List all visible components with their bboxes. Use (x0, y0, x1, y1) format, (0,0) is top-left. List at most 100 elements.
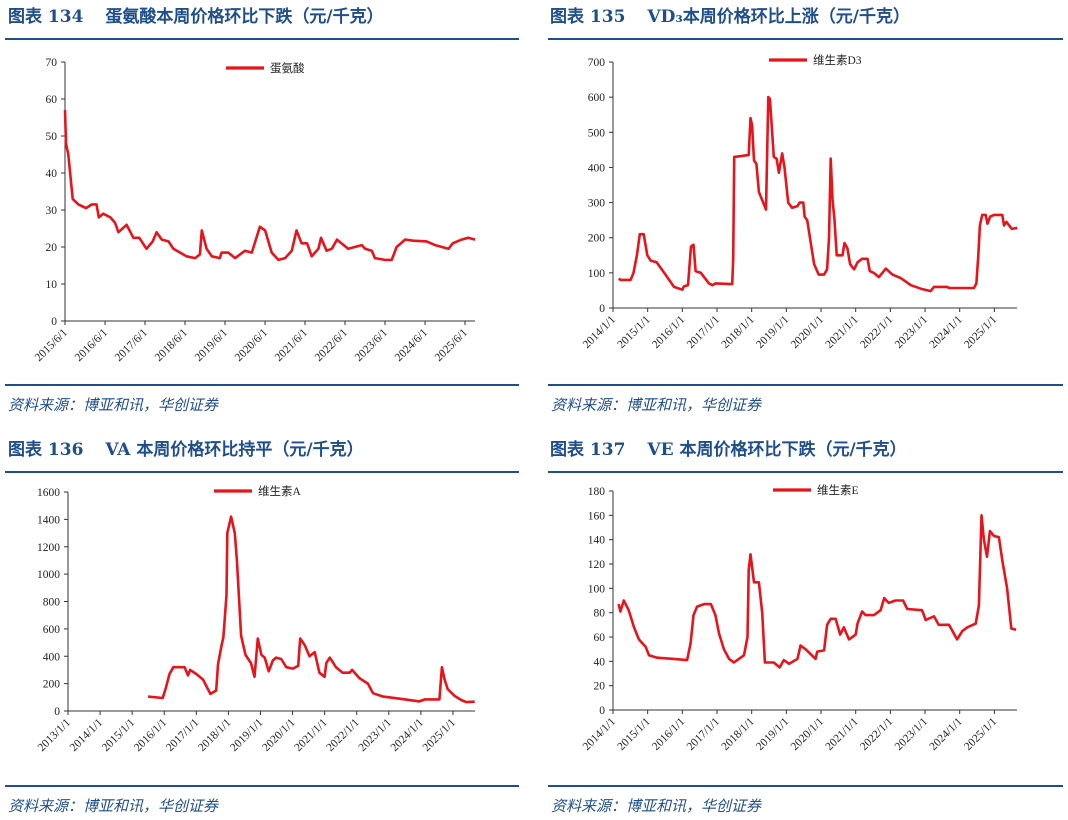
legend: 蛋氨酸 (226, 61, 305, 75)
y-tick-label: 400 (43, 651, 61, 663)
legend-label: 维生素D3 (813, 53, 862, 67)
y-tick-label: 600 (43, 624, 61, 636)
source-note: 资料来源：博亚和讯，华创证券 (551, 797, 762, 815)
x-tick-label: 2016/1/1 (650, 715, 688, 753)
series-line-维生素D3 (618, 95, 1018, 293)
x-tick-label: 2019/1/1 (754, 313, 792, 351)
y-tick-label: 20 (594, 681, 606, 693)
legend: 维生素D3 (769, 53, 862, 67)
x-tick-label: 2023/1/1 (357, 716, 395, 754)
x-tick-label: 2025/1/1 (962, 715, 1000, 753)
legend-label: 维生素A (258, 484, 301, 498)
x-tick-label: 2022/6/1 (313, 326, 351, 364)
x-tick-label: 2015/1/1 (615, 715, 653, 753)
x-tick-label: 2025/1/1 (421, 716, 459, 754)
chart-heading: VD₃本周价格环比上涨（元/千克） (647, 7, 910, 27)
x-tick-label: 2017/1/1 (685, 715, 723, 753)
x-tick-label: 2019/6/1 (193, 326, 231, 364)
y-tick-label: 0 (599, 705, 605, 717)
y-tick-label: 120 (588, 559, 606, 571)
y-tick-label: 800 (43, 597, 61, 609)
x-tick-label: 2014/1/1 (68, 716, 106, 754)
y-tick-label: 200 (43, 679, 61, 691)
title-divider (5, 38, 519, 40)
chart-heading: VA 本周价格环比持平（元/千克） (105, 440, 364, 460)
x-tick-label: 2025/6/1 (433, 326, 471, 364)
y-tick-label: 300 (588, 198, 606, 210)
title-divider (548, 38, 1063, 40)
x-tick-label: 2023/6/1 (353, 326, 391, 364)
y-tick-label: 50 (46, 131, 58, 143)
x-tick-label: 2017/1/1 (685, 313, 723, 351)
y-tick-label: 100 (588, 583, 606, 595)
x-tick-label: 2017/1/1 (164, 716, 202, 754)
y-tick-label: 70 (46, 57, 58, 69)
legend-label: 蛋氨酸 (270, 61, 305, 75)
x-tick-label: 2015/6/1 (33, 326, 71, 364)
y-tick-label: 1200 (37, 542, 60, 554)
x-tick-label: 2020/6/1 (233, 326, 271, 364)
x-tick-label: 2023/1/1 (893, 313, 931, 351)
legend: 维生素E (773, 483, 859, 497)
x-tick-label: 2016/1/1 (132, 716, 170, 754)
y-tick-label: 700 (588, 57, 606, 69)
chart-heading: VE 本周价格环比下跌（元/千克） (647, 440, 907, 460)
source-note: 资料来源：博亚和讯，华创证券 (8, 797, 219, 815)
x-tick-label: 2020/1/1 (789, 313, 827, 351)
source-divider (5, 384, 519, 386)
x-tick-label: 2024/1/1 (389, 716, 427, 754)
y-tick-label: 180 (588, 486, 606, 498)
x-tick-label: 2024/1/1 (927, 715, 965, 753)
y-tick-label: 0 (599, 303, 605, 315)
x-tick-label: 2014/1/1 (581, 313, 619, 351)
chart-134-title: 图表 134 蛋氨酸本周价格环比下跌（元/千克） (8, 7, 384, 27)
x-tick-label: 2021/1/1 (823, 313, 861, 351)
chart-2: 020040060080010001200140016002013/1/1201… (36, 484, 475, 754)
chart-136-title: 图表 136 VA 本周价格环比持平（元/千克） (8, 440, 364, 460)
y-tick-label: 200 (588, 233, 606, 245)
series-line-维生素E (617, 514, 1017, 669)
y-tick-label: 400 (588, 162, 606, 174)
x-tick-label: 2019/1/1 (228, 716, 266, 754)
x-tick-label: 2022/1/1 (324, 716, 362, 754)
y-tick-label: 10 (46, 279, 58, 291)
y-tick-label: 100 (588, 268, 606, 280)
source-divider (548, 785, 1063, 787)
x-tick-label: 2021/1/1 (292, 716, 330, 754)
chart-heading: 蛋氨酸本周价格环比下跌（元/千克） (105, 7, 384, 27)
x-tick-label: 2022/1/1 (858, 715, 896, 753)
series-line-维生素A (147, 515, 475, 704)
source-divider (5, 785, 519, 787)
y-tick-label: 60 (594, 632, 606, 644)
y-tick-label: 1000 (37, 569, 60, 581)
title-divider (5, 471, 519, 473)
x-tick-label: 2013/1/1 (36, 716, 74, 754)
x-tick-label: 2020/1/1 (260, 716, 298, 754)
series-line-蛋氨酸 (63, 110, 476, 262)
y-tick-label: 140 (588, 535, 606, 547)
chart-label: 图表 135 (550, 7, 626, 27)
chart-label: 图表 137 (550, 440, 626, 460)
y-tick-label: 30 (46, 205, 58, 217)
x-tick-label: 2016/1/1 (650, 313, 688, 351)
x-tick-label: 2018/1/1 (719, 715, 757, 753)
chart-label: 图表 136 (8, 440, 84, 460)
y-tick-label: 0 (54, 706, 60, 718)
source-divider (548, 384, 1063, 386)
x-tick-label: 2017/6/1 (113, 326, 151, 364)
y-tick-label: 80 (594, 608, 606, 620)
y-tick-label: 160 (588, 510, 606, 522)
x-tick-label: 2023/1/1 (893, 715, 931, 753)
x-tick-label: 2014/1/1 (581, 715, 619, 753)
y-tick-label: 600 (588, 92, 606, 104)
title-divider (548, 471, 1063, 473)
x-tick-label: 2024/6/1 (393, 326, 431, 364)
y-tick-label: 1400 (37, 514, 60, 526)
y-tick-label: 500 (588, 127, 606, 139)
chart-137-title: 图表 137 VE 本周价格环比下跌（元/千克） (550, 440, 907, 460)
x-tick-label: 2019/1/1 (754, 715, 792, 753)
source-note: 资料来源：博亚和讯，华创证券 (8, 396, 219, 414)
